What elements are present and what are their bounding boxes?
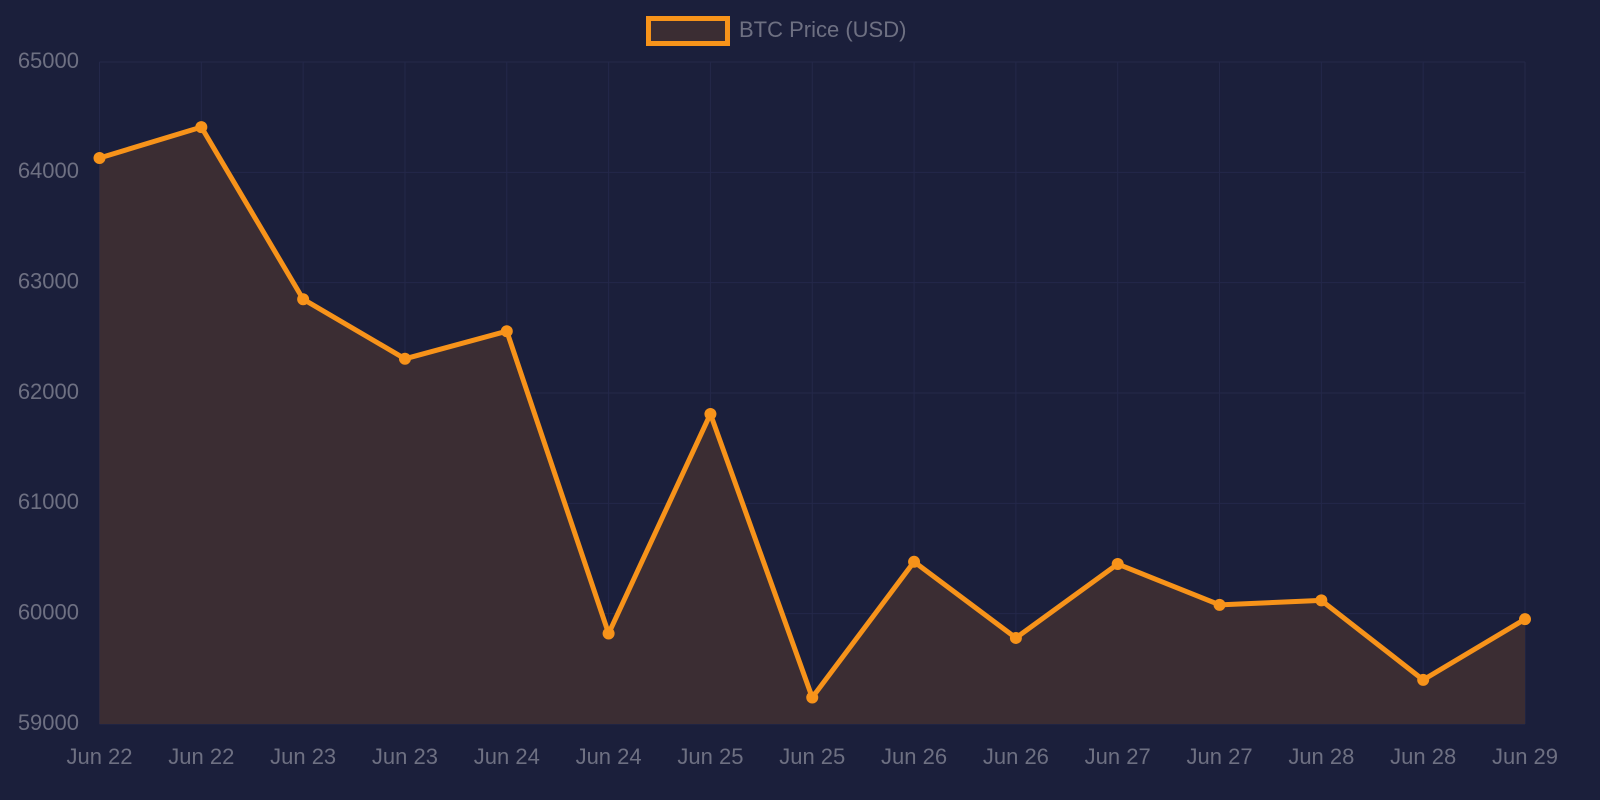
plot	[93, 121, 1531, 724]
point	[500, 325, 513, 338]
point	[1111, 558, 1124, 571]
x-tick-label: Jun 27	[1187, 744, 1253, 769]
y-tick-label: 61000	[18, 489, 79, 514]
point	[602, 627, 615, 640]
point	[806, 691, 819, 704]
point	[93, 151, 106, 164]
x-tick-label: Jun 26	[881, 744, 947, 769]
area	[99, 127, 1525, 724]
y-tick-label: 65000	[18, 48, 79, 73]
y-tick-label: 60000	[18, 599, 79, 624]
point	[908, 555, 921, 568]
point	[1213, 598, 1226, 611]
x-tick-label: Jun 22	[66, 744, 132, 769]
point	[1519, 613, 1531, 626]
y-tick-label: 63000	[18, 268, 79, 293]
x-tick-label: Jun 26	[983, 744, 1049, 769]
legend-label: BTC Price (USD)	[739, 17, 906, 42]
x-tick-label: Jun 25	[677, 744, 743, 769]
y-tick-label: 64000	[18, 158, 79, 183]
x-tick-label: Jun 27	[1085, 744, 1151, 769]
y-tick-label: 59000	[18, 710, 79, 735]
x-tick-label: Jun 28	[1288, 744, 1354, 769]
x-tick-label: Jun 24	[576, 744, 642, 769]
x-tick-label: Jun 25	[779, 744, 845, 769]
x-tick-label: Jun 24	[474, 744, 540, 769]
point	[1315, 594, 1328, 607]
legend-swatch	[646, 16, 730, 46]
point	[704, 407, 717, 420]
point	[398, 352, 411, 365]
axes: 59000 60000 61000 62000 63000 64000 65000 Jun 2…	[18, 48, 1558, 769]
x-tick-label: Jun 22	[168, 744, 234, 769]
y-tick-label: 62000	[18, 379, 79, 404]
point	[195, 121, 208, 134]
legend: BTC Price (USD)	[646, 16, 906, 46]
x-tick-label: Jun 23	[270, 744, 336, 769]
x-tick-label: Jun 28	[1390, 744, 1456, 769]
point	[1417, 673, 1430, 686]
x-tick-label: Jun 23	[372, 744, 438, 769]
point	[297, 293, 310, 306]
point	[1009, 631, 1022, 644]
x-tick-label: Jun 29	[1492, 744, 1558, 769]
